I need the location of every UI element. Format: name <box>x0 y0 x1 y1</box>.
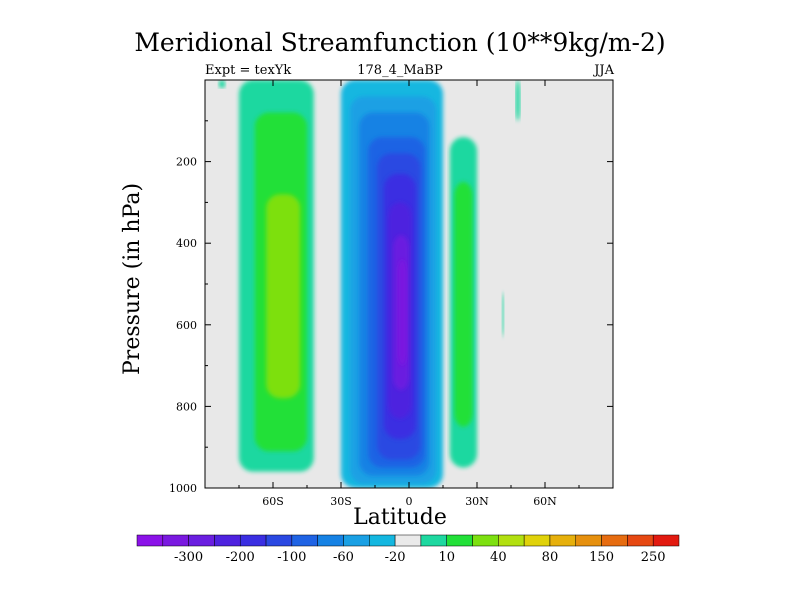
colorbar-swatch <box>136 534 164 547</box>
contour-region-small-positive-topleft <box>218 80 226 89</box>
x-tick-label: 0 <box>406 495 413 508</box>
colorbar-label: -300 <box>174 550 203 565</box>
colorbar-swatch <box>343 534 370 547</box>
contour-region-northern-positive-40 <box>454 182 473 427</box>
colorbar-swatch <box>446 534 473 547</box>
colorbar-label: 150 <box>589 550 614 565</box>
colorbar-swatch <box>549 534 577 547</box>
colorbar-swatch <box>394 534 422 547</box>
colorbar-swatch <box>420 534 447 547</box>
contour-region-southern-positive-60 <box>266 194 301 399</box>
contour-region-small-positive-midright <box>501 292 505 338</box>
colorbar-swatch <box>239 534 267 547</box>
y-tick-label: 600 <box>176 319 197 332</box>
x-tick-label: 60S <box>262 495 284 508</box>
contour-fills <box>218 80 521 488</box>
colorbar-label: -100 <box>277 550 306 565</box>
y-tick-label: 400 <box>176 237 197 250</box>
experiment-label: Expt = texYk <box>205 63 292 78</box>
colorbar-label: 10 <box>438 550 455 565</box>
colorbar-swatch <box>523 534 551 547</box>
y-tick-label: 200 <box>176 156 197 169</box>
contour-region-small-positive-topright <box>515 80 521 121</box>
colorbar-label: -20 <box>385 550 406 565</box>
colorbar-swatch <box>472 534 499 547</box>
colorbar-label: -60 <box>333 550 354 565</box>
colorbar-swatch <box>575 534 602 547</box>
chart-title: Meridional Streamfunction (10**9kg/m-2) <box>134 28 666 57</box>
colorbar-swatch <box>498 534 525 547</box>
time-label: 178_4_MaBP <box>357 63 443 78</box>
colorbar-swatch <box>265 534 293 547</box>
x-tick-label: 30N <box>465 495 489 508</box>
colorbar-swatch <box>162 534 189 547</box>
colorbar-swatch <box>652 534 680 547</box>
contour-region-hadley-neg-300 <box>397 259 407 366</box>
colorbar-swatch <box>214 534 241 547</box>
x-axis-title: Latitude <box>353 505 447 530</box>
colorbar-swatch <box>627 534 654 547</box>
colorbar-label: -200 <box>226 550 255 565</box>
y-tick-label: 1000 <box>169 482 197 495</box>
colorbar-swatch <box>188 534 215 547</box>
colorbar-swatch <box>317 534 344 547</box>
y-tick-label: 800 <box>176 400 197 413</box>
colorbar: -300 -200 -100 -60 -20 10 40 80 150 250 <box>136 534 680 565</box>
colorbar-label: 80 <box>542 550 559 565</box>
plot-axes: 60S 30S 0 30N 60N 200 400 600 800 1000 <box>169 79 614 508</box>
x-tick-label: 60N <box>533 495 557 508</box>
colorbar-label: 250 <box>641 550 666 565</box>
x-tick-label: 30S <box>330 495 352 508</box>
colorbar-swatch <box>291 534 318 547</box>
colorbar-swatch <box>369 534 396 547</box>
colorbar-swatch <box>601 534 628 547</box>
season-label: JJA <box>594 63 614 78</box>
colorbar-label: 40 <box>490 550 507 565</box>
